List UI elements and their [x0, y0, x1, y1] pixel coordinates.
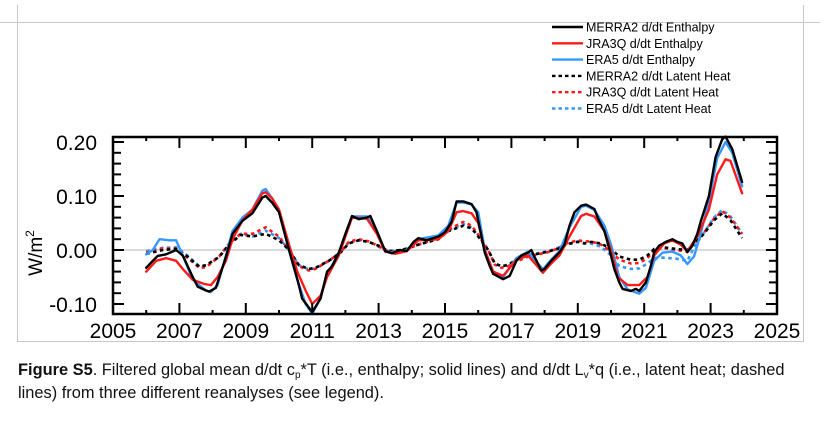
page-margin-guide-left: [17, 5, 18, 342]
axes-group: 2005 2007 2009 2011 2013 2015 2017 2019 2021 2023…: [49, 132, 800, 343]
plot-frame: [111, 135, 779, 316]
series-group: [145, 135, 744, 315]
y-tick-label: -0.10: [49, 294, 97, 317]
x-tick-label: 2009: [222, 320, 269, 343]
figure-caption: Figure S5. Filtered global mean d/dt cp*…: [18, 359, 808, 405]
series-line-merra2-d-dt-latent-heat: [145, 212, 744, 271]
x-tick-label: 2025: [754, 320, 801, 343]
caption-part-1: . Filtered global mean d/dt c: [92, 361, 295, 379]
image-frame-bottom: [17, 341, 804, 342]
x-tick-label: 2021: [621, 320, 668, 343]
legend-label: ERA5 d/dt Enthalpy: [586, 53, 696, 67]
y-axis-label: W/m2: [23, 230, 47, 276]
series-line-jra3q-d-dt-latent-heat: [145, 209, 744, 272]
page-margin-guide-right: [803, 5, 804, 342]
x-tick-label: 2023: [687, 320, 734, 343]
x-tick-label: 2013: [355, 320, 402, 343]
caption-part-3: *q (i.e., latent heat; dashed lines) fro…: [18, 361, 785, 402]
figure-label: Figure S5: [18, 361, 93, 379]
y-tick-label: 0.00: [56, 240, 97, 263]
caption-subscript-v: v: [583, 370, 589, 381]
legend-label: MERRA2 d/dt Latent Heat: [586, 69, 731, 83]
legend-label: JRA3Q d/dt Enthalpy: [586, 37, 703, 51]
x-tick-label: 2017: [488, 320, 535, 343]
x-tick-label: 2011: [290, 320, 335, 343]
legend-label: MERRA2 d/dt Enthalpy: [586, 21, 715, 35]
page-margin-guide-top: [0, 22, 820, 23]
x-tick-label: 2019: [554, 320, 601, 343]
x-tick-label: 2007: [156, 320, 203, 343]
legend: MERRA2 d/dt Enthalpy JRA3Q d/dt Enthalpy E…: [552, 21, 731, 116]
y-axis-label-base: W/m: [26, 237, 47, 276]
y-tick-label: 0.10: [56, 186, 97, 209]
y-tick-label: 0.20: [56, 132, 97, 155]
y-axis-label-sup: 2: [23, 230, 37, 237]
series-line-merra2-d-dt-enthalpy: [145, 135, 744, 314]
x-tick-label: 2005: [90, 320, 137, 343]
caption-subscript-p: p: [294, 370, 301, 381]
legend-label: JRA3Q d/dt Latent Heat: [586, 86, 719, 100]
legend-label: ERA5 d/dt Latent Heat: [586, 102, 712, 116]
caption-part-2: *T (i.e., enthalpy; solid lines) and d/d…: [300, 361, 584, 379]
x-tick-label: 2015: [422, 320, 469, 343]
